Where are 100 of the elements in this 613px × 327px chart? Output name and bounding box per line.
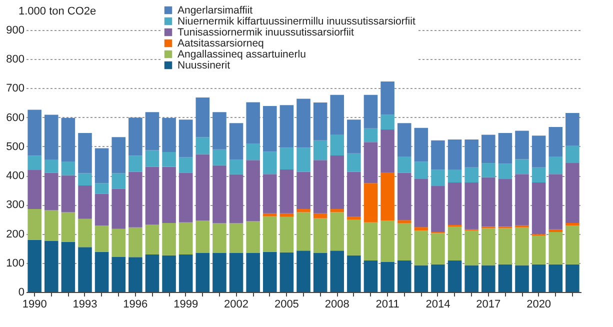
bar xyxy=(44,160,58,173)
legend-label: Angallassineq assartuinerlu xyxy=(178,48,306,60)
bar xyxy=(364,222,378,261)
y-tick-label: 100 xyxy=(6,257,24,270)
bar xyxy=(380,262,394,292)
bar xyxy=(364,183,378,222)
bar xyxy=(498,133,512,164)
bar xyxy=(414,265,428,292)
bar xyxy=(347,172,361,217)
y-tick-label: 500 xyxy=(6,140,24,153)
bar xyxy=(162,118,176,152)
bar xyxy=(196,252,210,292)
bar xyxy=(94,183,109,194)
bar xyxy=(380,114,394,130)
bar xyxy=(178,222,193,254)
bar xyxy=(414,128,428,162)
y-tick-label: 700 xyxy=(6,82,24,95)
bar xyxy=(61,175,76,212)
bar xyxy=(380,220,394,262)
bar xyxy=(566,226,580,264)
x-tick-label: 2011 xyxy=(376,298,400,310)
x-tick-label: 2014 xyxy=(426,298,450,310)
bar xyxy=(112,137,126,174)
bar xyxy=(61,242,76,292)
y-tick-label: 900 xyxy=(6,24,24,36)
legend-label: Aatsitassarsiorneq xyxy=(178,37,264,50)
bar xyxy=(330,250,344,292)
bar xyxy=(566,112,580,146)
bar xyxy=(330,155,344,210)
bar xyxy=(481,163,496,178)
bar xyxy=(196,154,210,221)
bar xyxy=(397,123,412,157)
y-tick-label: 200 xyxy=(6,228,24,240)
bar xyxy=(246,221,260,253)
bar xyxy=(262,174,277,214)
bar xyxy=(498,179,512,227)
bar xyxy=(481,134,496,164)
bar xyxy=(28,170,42,210)
bar xyxy=(330,212,344,251)
bar xyxy=(566,163,580,224)
bar xyxy=(262,216,277,252)
bar xyxy=(28,156,42,170)
bar xyxy=(431,140,445,170)
bar xyxy=(280,148,294,170)
bar xyxy=(162,166,176,224)
y-tick-label: 300 xyxy=(6,199,24,212)
legend-label: Nuussinerit xyxy=(178,59,230,72)
bar xyxy=(431,186,445,232)
bar xyxy=(397,220,412,224)
bar xyxy=(515,159,529,174)
bar xyxy=(532,182,546,234)
bar xyxy=(44,172,58,210)
y-tick-label: 400 xyxy=(6,170,24,182)
bar xyxy=(112,256,126,292)
bar xyxy=(128,118,142,156)
bar xyxy=(532,264,546,292)
bar xyxy=(498,164,512,180)
bar xyxy=(196,137,210,154)
legend-label: Tunisassiornermik inuussutissarsiorfiit xyxy=(178,26,354,38)
bar xyxy=(28,209,42,240)
bar xyxy=(280,252,294,292)
bar xyxy=(448,260,462,292)
bar xyxy=(128,257,142,292)
bar xyxy=(196,220,210,253)
bar xyxy=(414,227,428,231)
bar xyxy=(112,188,126,229)
bar xyxy=(78,133,92,174)
x-tick-label: 2002 xyxy=(224,298,249,310)
bar xyxy=(313,218,328,253)
bar xyxy=(178,157,193,173)
bar xyxy=(431,170,445,186)
bar xyxy=(431,264,445,292)
bar xyxy=(128,172,142,228)
bar xyxy=(262,106,277,152)
bar xyxy=(380,82,394,115)
bar xyxy=(229,160,244,174)
bar xyxy=(380,172,394,221)
bar xyxy=(246,160,260,222)
bar xyxy=(262,252,277,292)
bar xyxy=(178,254,193,292)
bar xyxy=(532,167,546,183)
bar xyxy=(498,228,512,264)
bar xyxy=(128,156,142,172)
bar xyxy=(229,123,244,160)
x-tick-label: 1993 xyxy=(72,298,98,310)
x-tick-label: 2008 xyxy=(324,298,350,310)
bar xyxy=(112,173,126,189)
bar xyxy=(196,98,210,138)
bar xyxy=(178,172,193,222)
bar xyxy=(515,174,529,226)
bar xyxy=(61,212,76,242)
bar xyxy=(296,172,310,210)
y-tick-label: 600 xyxy=(6,112,24,124)
bar xyxy=(313,252,328,292)
bar xyxy=(347,120,361,154)
bar xyxy=(296,250,310,292)
y-axis-title: 1.000 ton CO2e xyxy=(18,6,96,18)
bar xyxy=(280,213,294,217)
bar xyxy=(448,226,462,261)
bar xyxy=(262,213,277,216)
